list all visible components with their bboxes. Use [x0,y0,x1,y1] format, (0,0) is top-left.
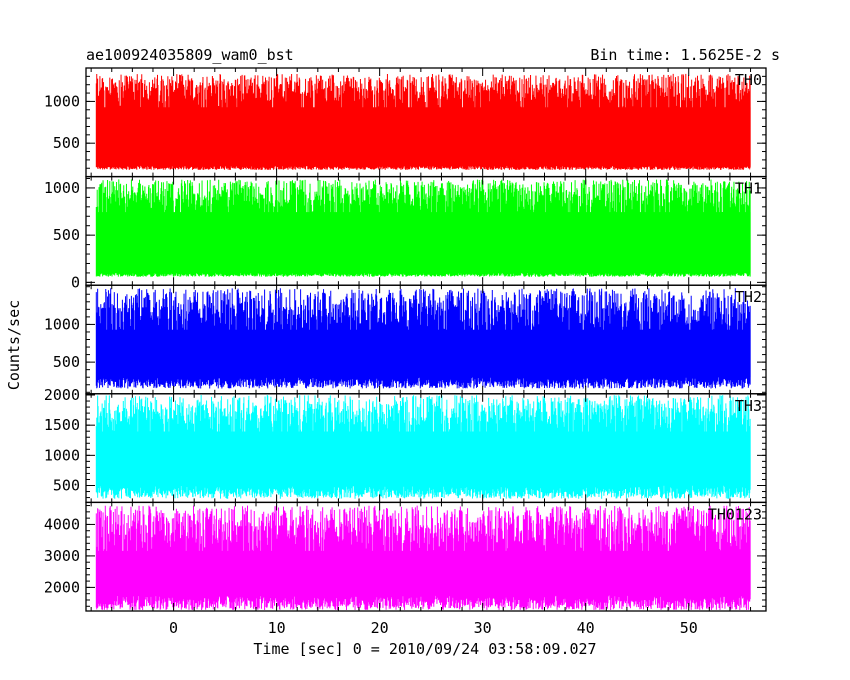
x-tick-label: 30 [474,619,492,637]
panel-label: TH0123 [708,505,762,523]
x-tick-label: 10 [268,619,286,637]
series-band-th0123 [96,550,751,596]
panel-th2: 500 1000 TH2 [44,284,767,395]
y-tick-label: 1000 [44,179,80,197]
plot-title: ae100924035809_wam0_bst [86,46,294,64]
y-tick-label: 2000 [44,578,80,596]
panel-th1: 0 500 1000 TH1 [44,175,767,291]
y-tick-label: 1000 [44,92,80,110]
panel-label: TH2 [735,288,762,306]
x-tick-label: 50 [680,619,698,637]
panel-label: TH0 [735,71,762,89]
y-tick-label: 500 [53,134,80,152]
x-axis-label: Time [sec] 0 = 2010/09/24 03:58:09.027 [253,640,596,658]
y-axis-label: Counts/sec [5,300,23,390]
y-tick-label: 500 [53,353,80,371]
y-tick-label: 3000 [44,547,80,565]
series-band-th0 [96,107,751,166]
y-tick-label: 0 [71,273,80,291]
panel-th3: 500 1000 1500 2000 TH3 [44,386,767,504]
x-tick-label: 0 [169,619,178,637]
y-tick-label: 500 [53,226,80,244]
panel-label: TH1 [735,180,762,198]
y-tick-label: 1000 [44,315,80,333]
x-tick-label: 40 [577,619,595,637]
series-band-th3 [96,431,751,486]
y-tick-label: 2000 [44,386,80,404]
panel-label: TH3 [735,397,762,415]
y-tick-label: 4000 [44,515,80,533]
bin-time-label: Bin time: 1.5625E-2 s [590,46,780,64]
panels-group: 500 1000 TH0 0 500 1000 TH1 500 1000 TH2 500 1000 15… [44,67,767,612]
series-band-th1 [96,212,751,273]
y-tick-label: 500 [53,477,80,495]
y-tick-label: 1500 [44,416,80,434]
panel-th0: 500 1000 TH0 [44,67,767,178]
series-band-th2 [96,329,751,378]
x-tick-label: 20 [371,619,389,637]
x-axis: 0 10 20 30 40 50 [169,619,698,637]
y-tick-label: 1000 [44,446,80,464]
panel-frame [85,501,767,612]
panel-th0123: 2000 3000 4000 TH0123 [44,501,767,612]
